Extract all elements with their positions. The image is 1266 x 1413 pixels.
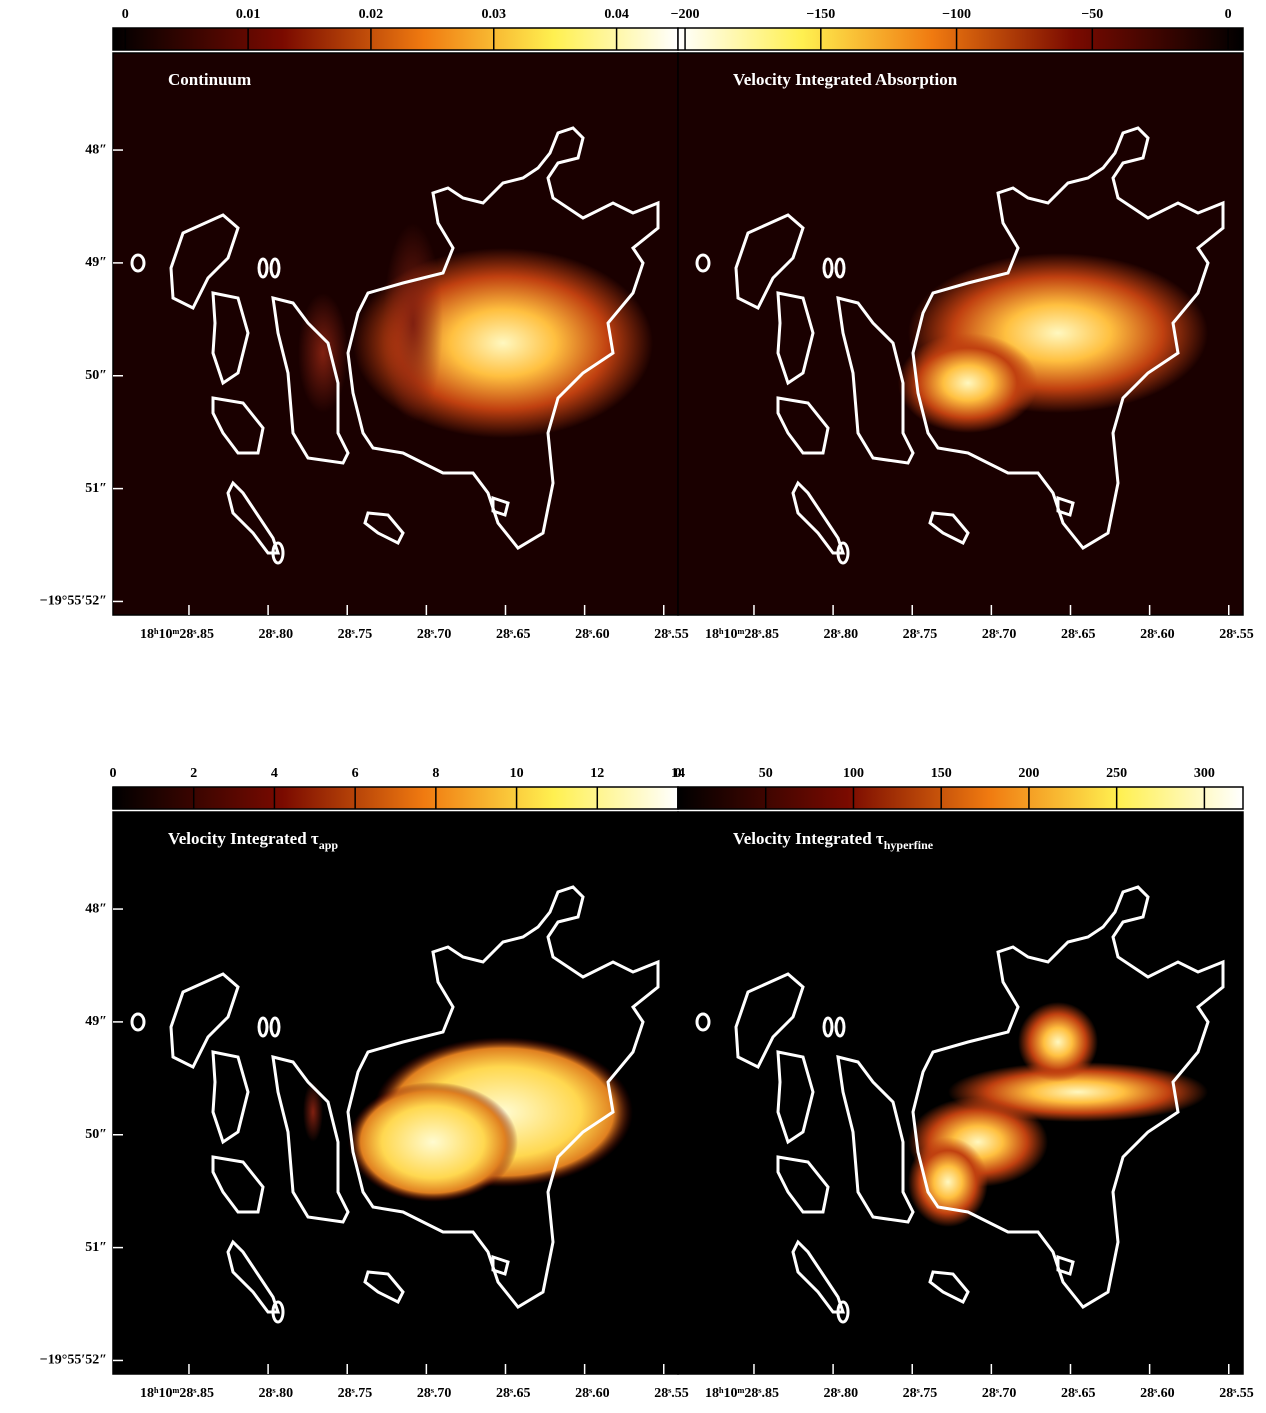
colorbar-tick-label: −150 (806, 7, 835, 22)
figure: Continuum00.010.020.030.0418ʰ10ᵐ28ˢ.8528… (0, 0, 1266, 1408)
y-tick-label: 48″ (85, 142, 107, 157)
colorbar-tick-label: 8 (432, 766, 439, 781)
colorbar (113, 787, 678, 809)
x-tick-label: 28ˢ.70 (982, 1386, 1017, 1401)
y-tick-label: 50″ (85, 368, 107, 383)
x-tick-label: 28ˢ.65 (1061, 627, 1096, 642)
x-tick-label: 28ˢ.80 (259, 1386, 294, 1401)
x-tick-label: 28ˢ.55 (1219, 627, 1254, 642)
x-tick-label: 28ˢ.75 (903, 627, 938, 642)
panel-title: Continuum (168, 70, 251, 89)
y-tick-label: 51″ (85, 1240, 107, 1255)
emission (383, 223, 443, 423)
colorbar-tick-label: 0 (122, 7, 129, 22)
emission (1018, 1002, 1098, 1082)
colorbar (113, 28, 678, 50)
title-subscript: app (319, 838, 339, 852)
emission (348, 1082, 518, 1202)
colorbar-tick-label: 0.02 (359, 7, 384, 22)
x-tick-label: 18ʰ10ᵐ28ˢ.85 (705, 627, 779, 642)
colorbar (678, 787, 1243, 809)
colorbar-tick-label: −50 (1081, 7, 1103, 22)
x-tick-label: 28ˢ.65 (496, 627, 531, 642)
x-tick-label: 28ˢ.70 (417, 627, 452, 642)
panel-title: Velocity Integrated Absorption (733, 70, 958, 89)
colorbar-tick-label: 0.03 (482, 7, 507, 22)
colorbar-tick-label: 0 (110, 766, 117, 781)
y-tick-label: 51″ (85, 481, 107, 496)
emission (908, 1137, 988, 1227)
x-tick-label: 28ˢ.55 (654, 1386, 689, 1401)
y-tick-label: 49″ (85, 1014, 107, 1029)
colorbar-tick-label: 2 (190, 766, 197, 781)
colorbar-tick-label: 4 (271, 766, 278, 781)
colorbar-tick-label: −200 (671, 7, 700, 22)
colorbar-tick-label: 10 (510, 766, 524, 781)
x-tick-label: 28ˢ.60 (1140, 1386, 1175, 1401)
x-tick-label: 28ˢ.55 (654, 627, 689, 642)
x-tick-label: 28ˢ.65 (1061, 1386, 1096, 1401)
y-tick-label: 50″ (85, 1127, 107, 1142)
colorbar-tick-label: 300 (1194, 766, 1215, 781)
y-tick-label: −19°55′52″ (40, 594, 107, 609)
x-tick-label: 18ʰ10ᵐ28ˢ.85 (705, 1386, 779, 1401)
x-tick-label: 28ˢ.55 (1219, 1386, 1254, 1401)
emission (298, 293, 348, 413)
x-tick-label: 28ˢ.75 (338, 627, 373, 642)
title-subscript: hyperfine (884, 838, 934, 852)
y-tick-label: 48″ (85, 901, 107, 916)
colorbar-tick-label: −100 (942, 7, 971, 22)
colorbar-tick-label: 0.01 (236, 7, 261, 22)
x-tick-label: 18ʰ10ᵐ28ˢ.85 (140, 627, 214, 642)
x-tick-label: 28ˢ.80 (824, 627, 859, 642)
colorbar-tick-label: 50 (759, 766, 773, 781)
colorbar-tick-label: 150 (931, 766, 952, 781)
colorbar-tick-label: 0 (675, 766, 682, 781)
x-tick-label: 28ˢ.65 (496, 1386, 531, 1401)
x-tick-label: 28ˢ.70 (417, 1386, 452, 1401)
colorbar (678, 28, 1243, 50)
colorbar-tick-label: 100 (843, 766, 864, 781)
x-tick-label: 28ˢ.80 (824, 1386, 859, 1401)
emission (303, 1082, 323, 1142)
x-tick-label: 28ˢ.75 (903, 1386, 938, 1401)
y-tick-label: −19°55′52″ (40, 1353, 107, 1368)
emission (898, 333, 1038, 433)
x-tick-label: 28ˢ.70 (982, 627, 1017, 642)
x-tick-label: 28ˢ.75 (338, 1386, 373, 1401)
colorbar-tick-label: 0 (1225, 7, 1232, 22)
colorbar-tick-label: 0.04 (604, 7, 629, 22)
x-tick-label: 18ʰ10ᵐ28ˢ.85 (140, 1386, 214, 1401)
colorbar-tick-label: 200 (1018, 766, 1039, 781)
x-tick-label: 28ˢ.80 (259, 627, 294, 642)
colorbar-tick-label: 6 (352, 766, 359, 781)
colorbar-tick-label: 250 (1106, 766, 1127, 781)
x-tick-label: 28ˢ.60 (575, 627, 610, 642)
y-tick-label: 49″ (85, 255, 107, 270)
x-tick-label: 28ˢ.60 (1140, 627, 1175, 642)
colorbar-tick-label: 12 (590, 766, 604, 781)
x-tick-label: 28ˢ.60 (575, 1386, 610, 1401)
